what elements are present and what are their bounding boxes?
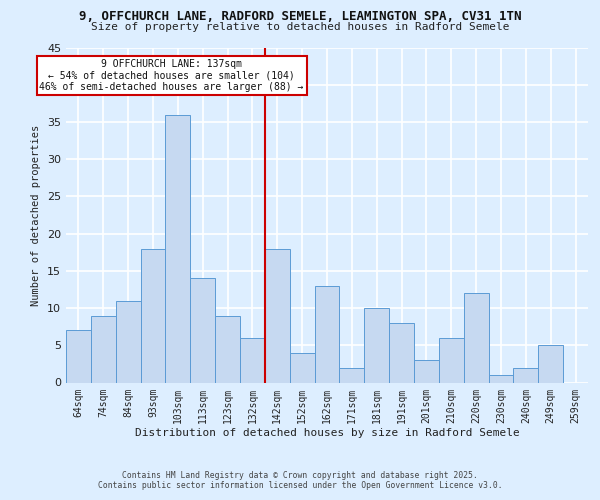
Bar	[488, 375, 514, 382]
X-axis label: Distribution of detached houses by size in Radford Semele: Distribution of detached houses by size …	[134, 428, 520, 438]
Bar	[215, 316, 240, 382]
Bar	[364, 308, 389, 382]
Bar	[414, 360, 439, 382]
Bar	[340, 368, 364, 382]
Bar	[190, 278, 215, 382]
Bar	[140, 248, 166, 382]
Y-axis label: Number of detached properties: Number of detached properties	[31, 124, 41, 306]
Text: 9 OFFCHURCH LANE: 137sqm
← 54% of detached houses are smaller (104)
46% of semi-: 9 OFFCHURCH LANE: 137sqm ← 54% of detach…	[40, 58, 304, 92]
Bar	[290, 352, 314, 382]
Text: 9, OFFCHURCH LANE, RADFORD SEMELE, LEAMINGTON SPA, CV31 1TN: 9, OFFCHURCH LANE, RADFORD SEMELE, LEAMI…	[79, 10, 521, 23]
Bar	[439, 338, 464, 382]
Bar	[514, 368, 538, 382]
Bar	[389, 323, 414, 382]
Bar	[91, 316, 116, 382]
Text: Size of property relative to detached houses in Radford Semele: Size of property relative to detached ho…	[91, 22, 509, 32]
Bar	[66, 330, 91, 382]
Bar	[314, 286, 340, 382]
Bar	[116, 300, 140, 382]
Bar	[538, 346, 563, 383]
Bar	[464, 293, 488, 382]
Bar	[265, 248, 290, 382]
Text: Contains HM Land Registry data © Crown copyright and database right 2025.
Contai: Contains HM Land Registry data © Crown c…	[98, 470, 502, 490]
Bar	[166, 114, 190, 382]
Bar	[240, 338, 265, 382]
